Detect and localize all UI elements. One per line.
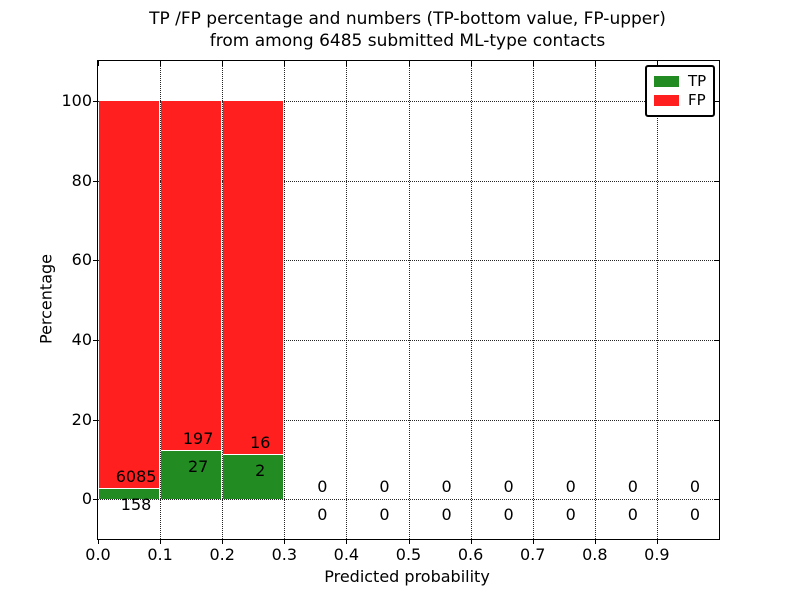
fp-count-label: 0 <box>503 476 514 496</box>
gridline-vertical <box>594 61 596 539</box>
y-tick-label: 60 <box>71 250 92 270</box>
y-tickmark-right <box>714 180 719 182</box>
x-tickmark-top <box>222 61 224 66</box>
chart-title-line1: TP /FP percentage and numbers (TP-bottom… <box>149 9 666 29</box>
legend-swatch-tp-icon <box>654 76 679 87</box>
x-tick-label: 0.1 <box>147 545 173 564</box>
legend-entry-tp: TP <box>654 72 706 91</box>
y-tickmark-left <box>93 100 98 102</box>
gridline-vertical <box>470 61 472 539</box>
y-tickmark-left <box>93 339 98 341</box>
tp-count-label: 158 <box>120 494 152 514</box>
x-tickmark-bottom <box>284 539 286 544</box>
tp-count-label: 0 <box>379 504 390 524</box>
fp-count-label: 197 <box>182 428 214 448</box>
x-tickmark-top <box>346 61 348 66</box>
gridline-vertical <box>222 61 224 539</box>
y-tickmark-right <box>714 339 719 341</box>
x-tick-label: 0.2 <box>209 545 235 564</box>
x-tick-label: 0.5 <box>395 545 422 564</box>
x-tick-label: 0.7 <box>519 545 546 564</box>
y-tickmark-left <box>93 180 98 182</box>
x-tickmark-bottom <box>346 539 348 544</box>
x-tickmark-top <box>284 61 286 66</box>
gridline-vertical <box>656 61 658 539</box>
y-tickmark-left <box>93 260 98 262</box>
gridline-vertical <box>532 61 534 539</box>
fp-count-label: 0 <box>627 476 638 496</box>
x-tickmark-top <box>98 61 99 66</box>
legend-entry-fp: FP <box>654 91 706 110</box>
x-tickmark-top <box>656 61 658 66</box>
x-tick-label: 0.0 <box>85 545 111 564</box>
fp-count-label: 0 <box>689 476 701 496</box>
gridline-vertical <box>346 61 348 539</box>
x-tickmark-bottom <box>594 539 596 544</box>
y-tickmark-left <box>93 419 98 421</box>
tp-count-label: 0 <box>627 504 638 524</box>
x-tickmark-bottom <box>532 539 534 544</box>
x-tick-label: 0.4 <box>333 545 360 564</box>
bar-segment-tp <box>99 489 160 500</box>
gridline-vertical <box>408 61 410 539</box>
tp-count-label: 0 <box>503 504 514 524</box>
bar-segment-fp <box>99 100 160 490</box>
tp-count-label: 27 <box>187 456 209 476</box>
gridline-vertical <box>160 61 162 539</box>
x-tickmark-bottom <box>222 539 224 544</box>
x-tick-label: 0.8 <box>582 545 608 564</box>
x-tickmark-top <box>594 61 596 66</box>
x-tickmark-bottom <box>656 539 658 544</box>
bar-segment-tp <box>161 451 222 500</box>
tp-count-label: 0 <box>441 504 452 524</box>
legend-label-fp: FP <box>688 91 706 109</box>
bar-segment-fp <box>161 100 222 452</box>
y-tick-label: 80 <box>71 170 92 190</box>
y-tick-label: 100 <box>61 90 92 110</box>
tp-count-label: 0 <box>689 504 701 524</box>
plot-area: 0 20 40 60 80 100 0.0 0.1 0.2 0.3 0.4 0.5 0.6 0.7 0.8 0… <box>61 60 720 564</box>
y-tickmark-right <box>714 100 719 102</box>
fp-count-label: 6085 <box>115 466 157 486</box>
legend-swatch-fp-icon <box>654 95 679 106</box>
x-tickmark-top <box>408 61 410 66</box>
y-tickmark-right <box>714 419 719 421</box>
tp-count-label: 0 <box>317 504 328 524</box>
x-axis-label: Predicted probability <box>324 567 490 586</box>
x-tick-label: 0.9 <box>644 545 670 564</box>
bar-segment-tp <box>223 454 284 500</box>
fp-count-label: 0 <box>441 476 452 496</box>
x-tickmark-top <box>532 61 534 66</box>
x-tickmark-top <box>470 61 472 66</box>
y-tick-label: 0 <box>81 489 92 509</box>
x-tickmark-bottom <box>98 539 99 544</box>
bar-segment-fp <box>223 100 284 455</box>
fp-count-label: 0 <box>379 476 390 496</box>
x-tickmark-bottom <box>470 539 472 544</box>
tp-count-label: 2 <box>255 460 266 480</box>
y-tickmark-right <box>714 499 719 501</box>
x-tick-label: 0.6 <box>457 545 484 564</box>
x-tick-label: 0.3 <box>271 545 298 564</box>
chart-title: TP /FP percentage and numbers (TP-bottom… <box>97 8 718 52</box>
y-tick-label: 40 <box>71 329 92 349</box>
fp-count-label: 0 <box>317 476 328 496</box>
fp-count-label: 0 <box>565 476 576 496</box>
y-tick-label: 20 <box>71 409 92 429</box>
chart-title-line2: from among 6485 submitted ML-type contac… <box>209 31 606 51</box>
x-tickmark-bottom <box>160 539 162 544</box>
tp-count-label: 0 <box>565 504 576 524</box>
legend: TP FP <box>645 65 715 117</box>
y-tickmark-right <box>714 260 719 262</box>
fp-count-label: 16 <box>250 432 271 452</box>
x-tickmark-bottom <box>408 539 410 544</box>
legend-label-tp: TP <box>688 72 707 90</box>
gridline-vertical <box>284 61 286 539</box>
x-tickmark-top <box>160 61 162 66</box>
y-tickmark-left <box>93 499 98 501</box>
